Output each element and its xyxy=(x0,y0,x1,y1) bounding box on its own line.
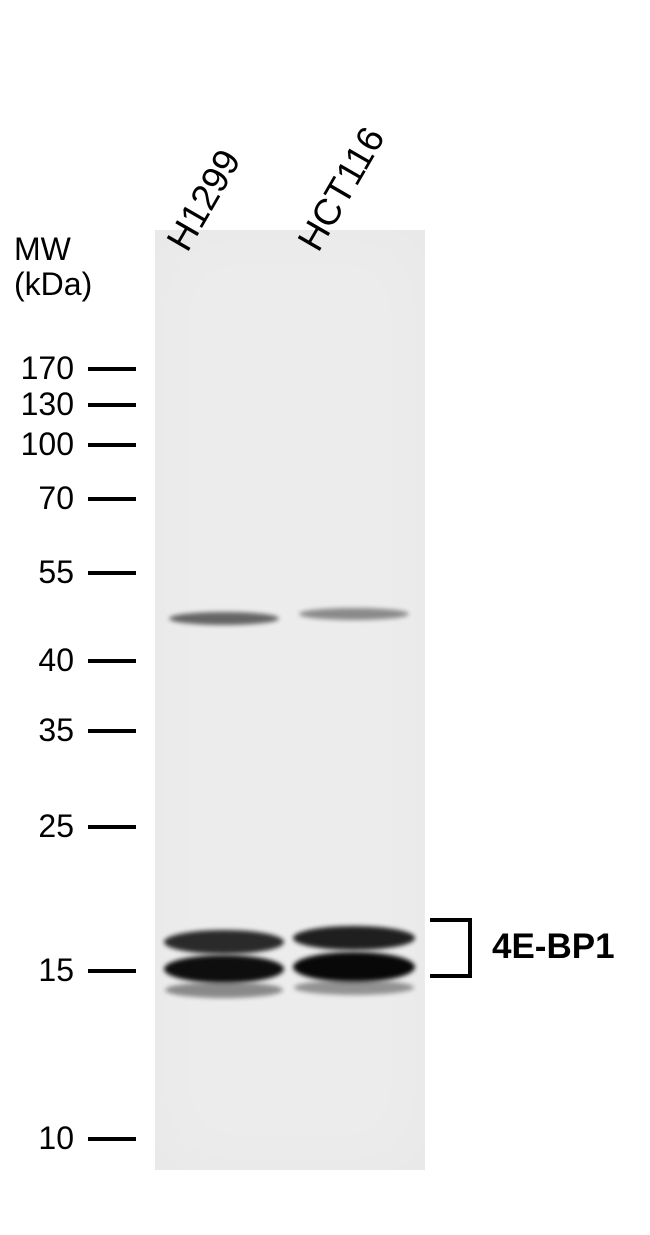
mw-tick-label: 15 xyxy=(14,952,74,989)
mw-tick: 55 xyxy=(14,554,136,591)
mw-tick: 170 xyxy=(14,350,136,387)
band xyxy=(164,955,284,983)
mw-tick: 100 xyxy=(14,426,136,463)
mw-tick-mark xyxy=(88,443,136,447)
mw-tick-mark xyxy=(88,367,136,371)
mw-tick-mark xyxy=(88,969,136,973)
mw-tick-label: 170 xyxy=(14,350,74,387)
mw-tick-label: 55 xyxy=(14,554,74,591)
target-label: 4E-BP1 xyxy=(492,927,615,967)
mw-axis-title: MW (kDa) xyxy=(14,232,92,302)
mw-tick-label: 130 xyxy=(14,386,74,423)
mw-tick-label: 70 xyxy=(14,480,74,517)
mw-tick: 40 xyxy=(14,642,136,679)
band xyxy=(293,952,415,982)
mw-tick-mark xyxy=(88,571,136,575)
mw-tick-mark xyxy=(88,403,136,407)
blot-membrane xyxy=(155,230,425,1170)
mw-tick-label: 100 xyxy=(14,426,74,463)
mw-tick-mark xyxy=(88,1137,136,1141)
mw-axis-title-line2: (kDa) xyxy=(14,266,92,302)
mw-tick: 25 xyxy=(14,808,136,845)
mw-tick: 15 xyxy=(14,952,136,989)
mw-tick-mark xyxy=(88,659,136,663)
figure-container: { "layout": { "width_px": 650, "height_p… xyxy=(0,0,650,1235)
mw-tick-mark xyxy=(88,497,136,501)
band xyxy=(165,982,283,998)
mw-tick-mark xyxy=(88,729,136,733)
band xyxy=(299,608,409,620)
band xyxy=(164,930,284,954)
band xyxy=(293,926,415,950)
mw-tick-label: 40 xyxy=(14,642,74,679)
band xyxy=(294,980,414,995)
mw-tick: 130 xyxy=(14,386,136,423)
mw-tick-label: 10 xyxy=(14,1120,74,1157)
mw-tick: 35 xyxy=(14,712,136,749)
mw-tick-label: 35 xyxy=(14,712,74,749)
mw-tick: 10 xyxy=(14,1120,136,1157)
mw-tick: 70 xyxy=(14,480,136,517)
target-bracket xyxy=(430,918,472,978)
mw-tick-mark xyxy=(88,825,136,829)
mw-tick-label: 25 xyxy=(14,808,74,845)
band xyxy=(169,612,279,625)
mw-axis-title-line1: MW xyxy=(14,231,71,267)
